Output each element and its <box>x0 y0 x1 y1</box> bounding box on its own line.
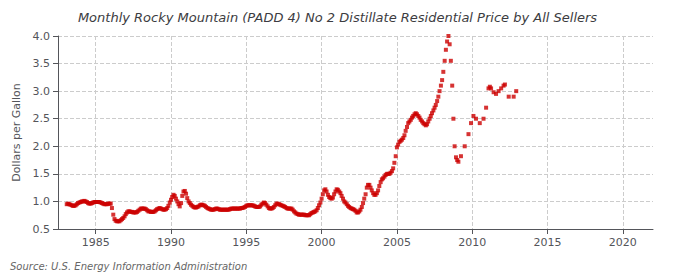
svg-text:3.5: 3.5 <box>33 57 51 70</box>
svg-text:2005: 2005 <box>383 236 411 249</box>
svg-text:1985: 1985 <box>82 236 110 249</box>
svg-text:1995: 1995 <box>232 236 260 249</box>
svg-text:1.0: 1.0 <box>33 195 51 208</box>
svg-text:Source: U.S. Energy Informatio: Source: U.S. Energy Information Administ… <box>10 261 247 272</box>
svg-text:1.5: 1.5 <box>33 167 51 180</box>
svg-text:2015: 2015 <box>534 236 562 249</box>
svg-text:Dollars per Gallon: Dollars per Gallon <box>10 83 23 182</box>
svg-text:2.5: 2.5 <box>33 112 51 125</box>
svg-text:2000: 2000 <box>308 236 336 249</box>
svg-text:Monthly Rocky Mountain (PADD 4: Monthly Rocky Mountain (PADD 4) No 2 Dis… <box>78 10 597 25</box>
svg-text:2.0: 2.0 <box>33 140 51 153</box>
svg-text:4.0: 4.0 <box>33 30 51 43</box>
svg-text:0.5: 0.5 <box>33 223 51 236</box>
svg-text:2010: 2010 <box>458 236 486 249</box>
svg-text:1990: 1990 <box>157 236 185 249</box>
svg-text:2020: 2020 <box>609 236 637 249</box>
svg-text:3.0: 3.0 <box>33 85 51 98</box>
